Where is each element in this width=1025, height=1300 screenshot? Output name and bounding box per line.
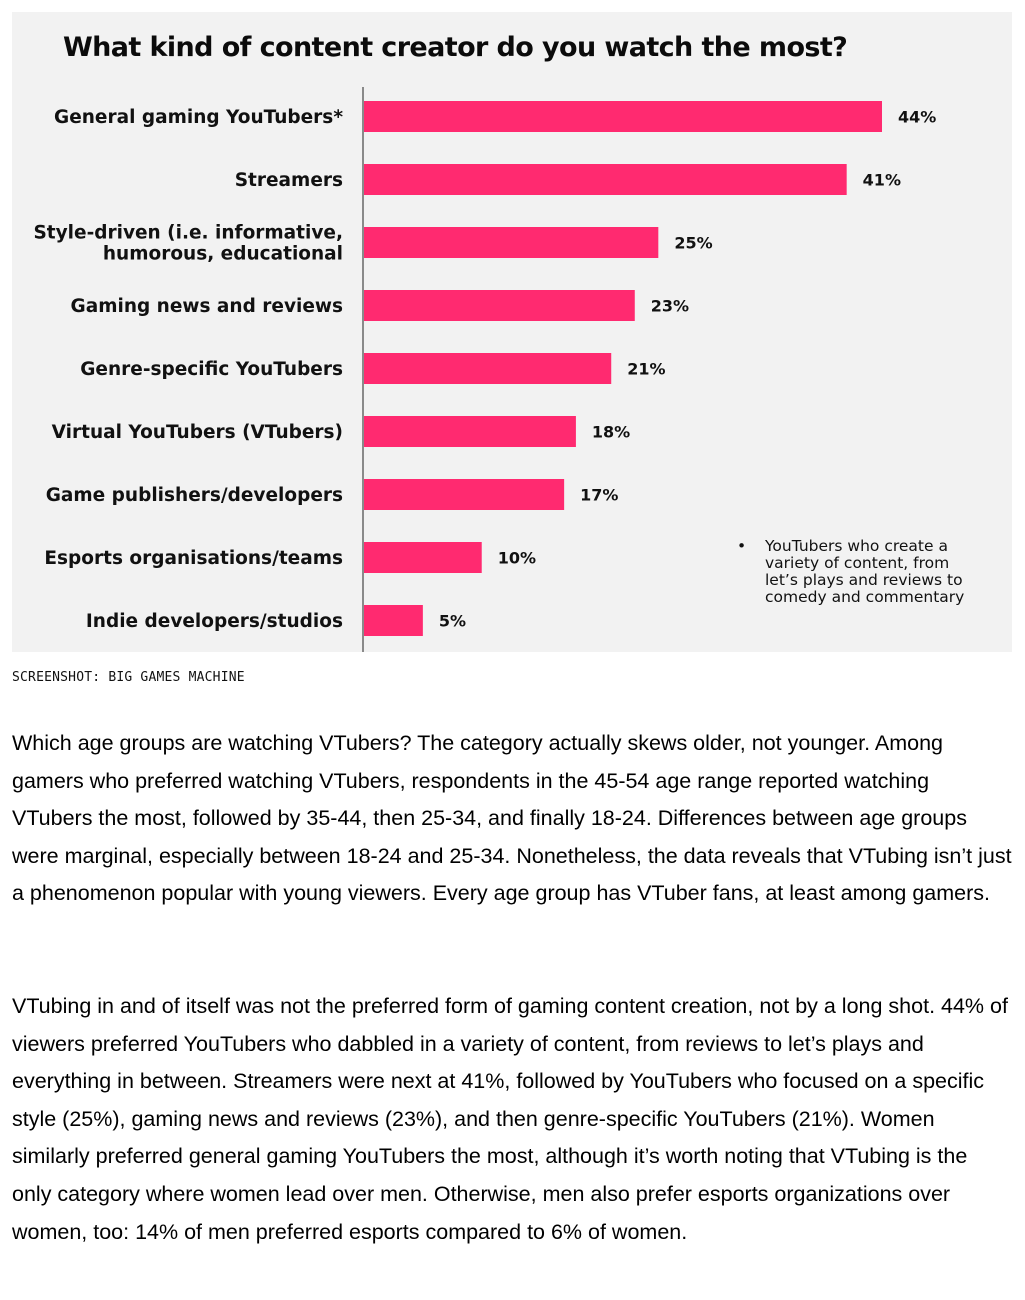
value-label: 25% [674,234,712,253]
category-label: Esports organisations/teams [44,548,343,569]
category-label-line: Indie developers/studios [86,611,343,632]
bar [364,479,565,510]
category-label-line: Streamers [235,170,343,191]
category-label-line: General gaming YouTubers* [54,107,343,128]
category-label: Gaming news and reviews [71,296,343,317]
value-label: 44% [898,108,936,127]
bar [364,605,423,636]
category-label: General gaming YouTubers* [54,107,343,128]
article-paragraph: Which age groups are watching VTubers? T… [12,731,1012,906]
value-label: 21% [627,360,665,379]
category-label-line: Esports organisations/teams [44,548,343,569]
category-label: Style-driven (i.e. informative, humorous,… [33,223,343,265]
footnote-text: YouTubers who create a variety of conten… [765,537,965,606]
chart-title: What kind of content creator do you watc… [63,32,848,63]
bar [364,227,659,258]
bar [364,542,482,573]
category-label-line: Gaming news and reviews [71,296,343,317]
category-label-line: humorous, educational [103,244,343,265]
bar [364,101,882,132]
category-label-line: Game publishers/developers [46,485,343,506]
bar [364,416,576,447]
value-label: 41% [863,171,901,190]
bar [364,290,635,321]
bar-chart: 44% General gaming YouTubers* 41% Streamers… [33,87,936,652]
article-paragraph: VTubing in and of itself was not the pre… [12,994,1008,1244]
category-label: Genre-specific YouTubers [80,359,343,380]
category-label: Indie developers/studios [86,611,343,632]
category-label-line: Style-driven (i.e. informative, [33,223,343,244]
category-label: Game publishers/developers [46,485,343,506]
value-label: 5% [439,612,466,631]
chart-panel: What kind of content creator do you watc… [12,12,1012,652]
bars-layer: 44% General gaming YouTubers* 41% Streamers… [33,101,936,636]
image-caption: SCREENSHOT: BIG GAMES MACHINE [12,670,245,685]
bar [364,353,612,384]
value-label: 17% [580,486,618,505]
value-label: 10% [498,549,536,568]
category-label: Streamers [235,170,343,191]
value-label: 18% [592,423,630,442]
bar [364,164,847,195]
value-label: 23% [651,297,689,316]
category-label: Virtual YouTubers (VTubers) [52,422,343,443]
bullet-icon: • [737,537,747,555]
category-label-line: Virtual YouTubers (VTubers) [52,422,343,443]
category-label-line: Genre-specific YouTubers [80,359,343,380]
